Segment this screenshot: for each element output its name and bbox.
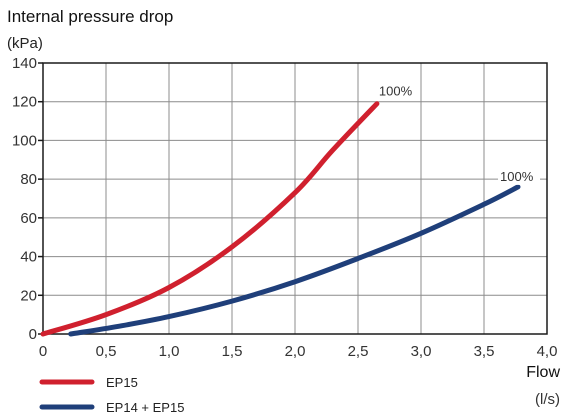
x-tick-label: 2,0 bbox=[285, 343, 306, 360]
end-label-background bbox=[376, 82, 419, 100]
series-end-label: 100% bbox=[379, 84, 413, 99]
y-tick-label: 80 bbox=[20, 171, 37, 188]
y-tick-label: 40 bbox=[20, 249, 37, 266]
y-tick-label: 20 bbox=[20, 287, 37, 304]
series-line-ep14-ep15 bbox=[68, 184, 521, 337]
legend-label-ep15: EP15 bbox=[106, 375, 138, 390]
tick-labels: 0 0,5 1,0 1,5 2,0 2,5 3,0 3,5 4,0 0 20 40 60 80 100 120… bbox=[12, 55, 557, 360]
plot-frame bbox=[42, 62, 548, 335]
series-end-label: 100% bbox=[500, 169, 534, 184]
y-tick-label: 60 bbox=[20, 210, 37, 227]
series-lines bbox=[40, 101, 521, 337]
x-tick-label: 0 bbox=[39, 343, 47, 360]
x-tick-label: 2,5 bbox=[348, 343, 369, 360]
legend: EP15 EP14 + EP15 bbox=[39, 375, 184, 415]
y-tick-label: 100 bbox=[12, 132, 37, 149]
y-tick-label: 0 bbox=[29, 326, 37, 343]
x-tick-label: 3,0 bbox=[411, 343, 432, 360]
x-tick-label: 0,5 bbox=[96, 343, 117, 360]
legend-label-ep14-ep15: EP14 + EP15 bbox=[106, 400, 184, 415]
y-tick-label: 120 bbox=[12, 94, 37, 111]
x-tick-label: 1,0 bbox=[159, 343, 180, 360]
grid-lines bbox=[43, 63, 547, 334]
x-axis-unit: (l/s) bbox=[535, 391, 560, 408]
end-label-background bbox=[498, 167, 541, 185]
x-tick-label: 4,0 bbox=[537, 343, 558, 360]
x-tick-label: 3,5 bbox=[474, 343, 495, 360]
x-tick-label: 1,5 bbox=[222, 343, 243, 360]
y-tick-label: 140 bbox=[12, 55, 37, 72]
series-line-ep15 bbox=[40, 101, 380, 337]
x-axis-label: Flow bbox=[526, 364, 560, 381]
chart-title: Internal pressure drop bbox=[7, 7, 173, 26]
y-axis-unit: (kPa) bbox=[7, 35, 43, 52]
